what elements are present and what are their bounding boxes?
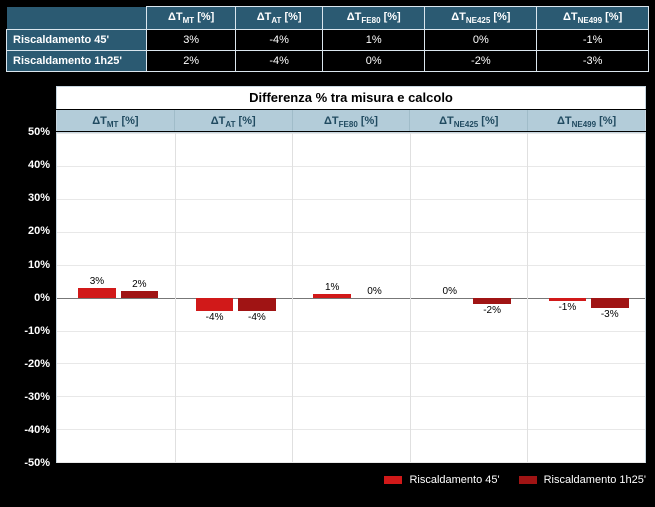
bar [78, 288, 116, 298]
cell: 0% [323, 51, 425, 72]
data-table: ΔTMT [%] ΔTAT [%] ΔTFE80 [%] ΔTNE425 [%]… [6, 6, 649, 72]
cell: 1% [323, 30, 425, 51]
y-tick-label: 40% [6, 159, 50, 171]
row-label: Riscaldamento 45' [7, 30, 147, 51]
bar-label: 0% [367, 286, 381, 297]
cell: -4% [236, 51, 323, 72]
legend: Riscaldamento 45' Riscaldamento 1h25' [56, 469, 646, 491]
bar-label: -3% [601, 309, 619, 320]
subhdr: ΔTNE425 [%] [410, 110, 528, 132]
bar-label: 0% [443, 286, 457, 297]
y-tick-label: -40% [6, 424, 50, 436]
cell: 2% [147, 51, 236, 72]
cell: 0% [425, 30, 537, 51]
col-hdr: ΔTFE80 [%] [323, 7, 425, 30]
subhdr: ΔTFE80 [%] [293, 110, 411, 132]
bar-label: -2% [483, 305, 501, 316]
legend-swatch [383, 475, 403, 485]
cell: -3% [537, 51, 649, 72]
bar-label: 1% [325, 282, 339, 293]
cell: -2% [425, 51, 537, 72]
chart-title: Differenza % tra misura e calcolo [56, 86, 646, 110]
legend-item: Riscaldamento 45' [383, 474, 499, 486]
bar [196, 298, 234, 311]
col-hdr: ΔTNE425 [%] [425, 7, 537, 30]
bar [549, 298, 587, 301]
legend-label: Riscaldamento 45' [409, 474, 499, 486]
subhdr: ΔTMT [%] [57, 110, 175, 132]
col-hdr: ΔTAT [%] [236, 7, 323, 30]
plot-area: 3% -4% 1% 0% -1% 2% -4% 0% -2% -3% [56, 132, 646, 463]
table-row: Riscaldamento 1h25' 2% -4% 0% -2% -3% [7, 51, 649, 72]
col-hdr: ΔTNE499 [%] [537, 7, 649, 30]
cell: 3% [147, 30, 236, 51]
y-tick-label: 30% [6, 192, 50, 204]
y-tick-label: 50% [6, 126, 50, 138]
subhdr: ΔTAT [%] [175, 110, 293, 132]
cell: -4% [236, 30, 323, 51]
bar [121, 291, 159, 298]
bar-label: 3% [90, 276, 104, 287]
bar-label: -4% [248, 312, 266, 323]
bar-label: -1% [558, 302, 576, 313]
y-tick-label: -50% [6, 457, 50, 469]
y-tick-label: -20% [6, 358, 50, 370]
cell: -1% [537, 30, 649, 51]
bar [473, 298, 511, 305]
bar [591, 298, 629, 308]
bar [238, 298, 276, 311]
col-hdr: ΔTMT [%] [147, 7, 236, 30]
table-corner [7, 7, 147, 30]
row-label: Riscaldamento 1h25' [7, 51, 147, 72]
bar [313, 294, 351, 297]
y-tick-label: -10% [6, 325, 50, 337]
legend-item: Riscaldamento 1h25' [518, 474, 646, 486]
y-tick-label: 0% [6, 292, 50, 304]
y-tick-label: 20% [6, 225, 50, 237]
subhdr: ΔTNE499 [%] [528, 110, 645, 132]
chart-subheaders: ΔTMT [%] ΔTAT [%] ΔTFE80 [%] ΔTNE425 [%]… [56, 110, 646, 132]
table-row: Riscaldamento 45' 3% -4% 1% 0% -1% [7, 30, 649, 51]
bar-chart: Differenza % tra misura e calcolo ΔTMT [… [6, 86, 646, 491]
y-tick-label: 10% [6, 259, 50, 271]
legend-label: Riscaldamento 1h25' [544, 474, 646, 486]
legend-swatch [518, 475, 538, 485]
bar-label: -4% [206, 312, 224, 323]
bar-label: 2% [132, 279, 146, 290]
y-tick-label: -30% [6, 391, 50, 403]
